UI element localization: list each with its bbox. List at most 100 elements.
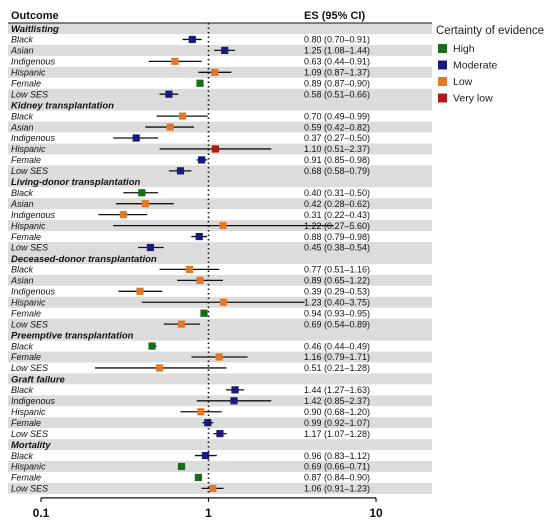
group-title-preemptive-transplantation: Preemptive transplantation bbox=[11, 331, 134, 342]
legend-swatch-moderate bbox=[438, 60, 447, 70]
es-value: 0.37 (0.27–0.50) bbox=[304, 133, 370, 143]
estimate-point bbox=[188, 35, 196, 44]
es-value: 1.06 (0.91–1.23) bbox=[304, 484, 370, 494]
group-title-living-donor-transplantation: Living-donor transplantation bbox=[11, 177, 140, 188]
es-value: 0.90 (0.68–1.20) bbox=[304, 407, 370, 417]
row-label: Low SES bbox=[11, 166, 48, 176]
row-label: Indigenous bbox=[11, 287, 56, 297]
es-value: 0.45 (0.38–0.54) bbox=[304, 243, 370, 253]
row-label: Black bbox=[11, 265, 34, 275]
estimate-point bbox=[119, 211, 127, 219]
es-value: 0.88 (0.79–0.98) bbox=[304, 232, 370, 242]
legend-title: Certainty of evidence bbox=[436, 25, 544, 37]
estimate-point bbox=[148, 342, 156, 350]
es-value: 0.89 (0.87–0.90) bbox=[304, 78, 370, 88]
group-title-mortality: Mortality bbox=[11, 440, 51, 451]
row-stripe bbox=[8, 198, 432, 210]
row-label: Black bbox=[11, 111, 34, 121]
es-header: ES (95% CI) bbox=[304, 10, 365, 22]
row-stripe bbox=[8, 121, 432, 133]
row-label: Hispanic bbox=[11, 407, 46, 417]
row-stripe bbox=[8, 461, 432, 472]
row-label: Black bbox=[11, 341, 34, 351]
row-stripe bbox=[8, 242, 432, 253]
es-value: 1.22 (0.27–5.60) bbox=[304, 221, 370, 231]
estimate-point bbox=[178, 112, 187, 120]
row-stripe bbox=[8, 88, 432, 100]
estimate-point bbox=[165, 90, 173, 98]
row-label: Black bbox=[11, 385, 34, 395]
estimate-point bbox=[196, 79, 204, 87]
row-label: Hispanic bbox=[11, 144, 46, 154]
row-label: Black bbox=[11, 451, 34, 461]
es-value: 0.91 (0.85–0.98) bbox=[304, 155, 370, 165]
row-stripe bbox=[8, 417, 432, 429]
estimate-point bbox=[219, 222, 227, 230]
estimate-point bbox=[200, 309, 208, 317]
row-label: Hispanic bbox=[11, 68, 46, 78]
es-value: 0.68 (0.58–0.79) bbox=[304, 166, 370, 176]
estimate-point bbox=[201, 451, 210, 460]
row-label: Indigenous bbox=[11, 210, 56, 220]
estimate-point bbox=[231, 386, 239, 394]
legend-label-moderate: Moderate bbox=[453, 60, 498, 72]
estimate-point bbox=[204, 419, 212, 427]
estimate-point bbox=[196, 276, 204, 284]
estimate-point bbox=[177, 320, 186, 328]
row-label: Female bbox=[11, 155, 41, 165]
estimate-point bbox=[194, 473, 202, 482]
estimate-point bbox=[171, 57, 179, 65]
row-label: Female bbox=[11, 473, 41, 483]
row-label: Black bbox=[11, 188, 34, 198]
es-value: 1.42 (0.85–2.37) bbox=[304, 396, 370, 406]
group-band bbox=[8, 329, 432, 341]
row-label: Female bbox=[11, 418, 41, 428]
x-tick-label: 0.1 bbox=[33, 506, 50, 520]
row-label: Female bbox=[11, 232, 41, 242]
estimate-point bbox=[197, 408, 205, 416]
row-label: Asian bbox=[10, 276, 34, 286]
group-band bbox=[8, 373, 432, 385]
row-label: Female bbox=[11, 78, 41, 88]
es-value: 1.16 (0.79–1.71) bbox=[304, 352, 370, 362]
row-label: Asian bbox=[10, 46, 34, 56]
estimate-point bbox=[209, 484, 217, 492]
legend-swatch-very-low bbox=[438, 93, 447, 103]
legend-swatch-low bbox=[438, 77, 447, 86]
estimate-point bbox=[132, 134, 140, 142]
row-label: Asian bbox=[10, 199, 34, 209]
row-label: Female bbox=[11, 308, 41, 318]
group-band bbox=[8, 99, 432, 111]
es-value: 0.42 (0.28–0.62) bbox=[304, 199, 370, 209]
es-value: 0.69 (0.66–0.71) bbox=[304, 462, 370, 472]
estimate-point bbox=[216, 430, 224, 438]
row-label: Indigenous bbox=[11, 57, 56, 67]
row-label: Low SES bbox=[11, 243, 48, 253]
row-label: Low SES bbox=[11, 89, 48, 99]
outcome-header: Outcome bbox=[11, 10, 59, 22]
row-label: Hispanic bbox=[11, 297, 46, 307]
es-value: 1.23 (0.40–3.75) bbox=[304, 297, 370, 307]
estimate-point bbox=[221, 46, 229, 54]
row-label: Low SES bbox=[11, 319, 48, 329]
legend: Certainty of evidence High Moderate Low Ver… bbox=[436, 25, 544, 105]
group-title-deceased-donor-transplantation: Deceased-donor transplantation bbox=[11, 254, 157, 265]
group-band bbox=[8, 252, 432, 264]
legend-label-very-low: Very low bbox=[453, 93, 493, 105]
estimate-point bbox=[185, 265, 194, 273]
es-value: 0.77 (0.51–1.16) bbox=[304, 265, 370, 275]
es-value: 0.99 (0.92–1.07) bbox=[304, 418, 370, 428]
group-band bbox=[8, 176, 432, 188]
legend-label-low: Low bbox=[453, 76, 473, 88]
row-label: Indigenous bbox=[11, 133, 56, 143]
estimate-point bbox=[146, 243, 155, 252]
legend-label-high: High bbox=[453, 43, 475, 55]
group-band bbox=[8, 439, 432, 451]
estimate-point bbox=[215, 353, 223, 361]
estimate-point bbox=[141, 200, 149, 208]
es-value: 0.39 (0.29–0.53) bbox=[304, 287, 370, 297]
x-tick-label: 1 bbox=[205, 506, 212, 520]
row-label: Hispanic bbox=[11, 462, 46, 472]
